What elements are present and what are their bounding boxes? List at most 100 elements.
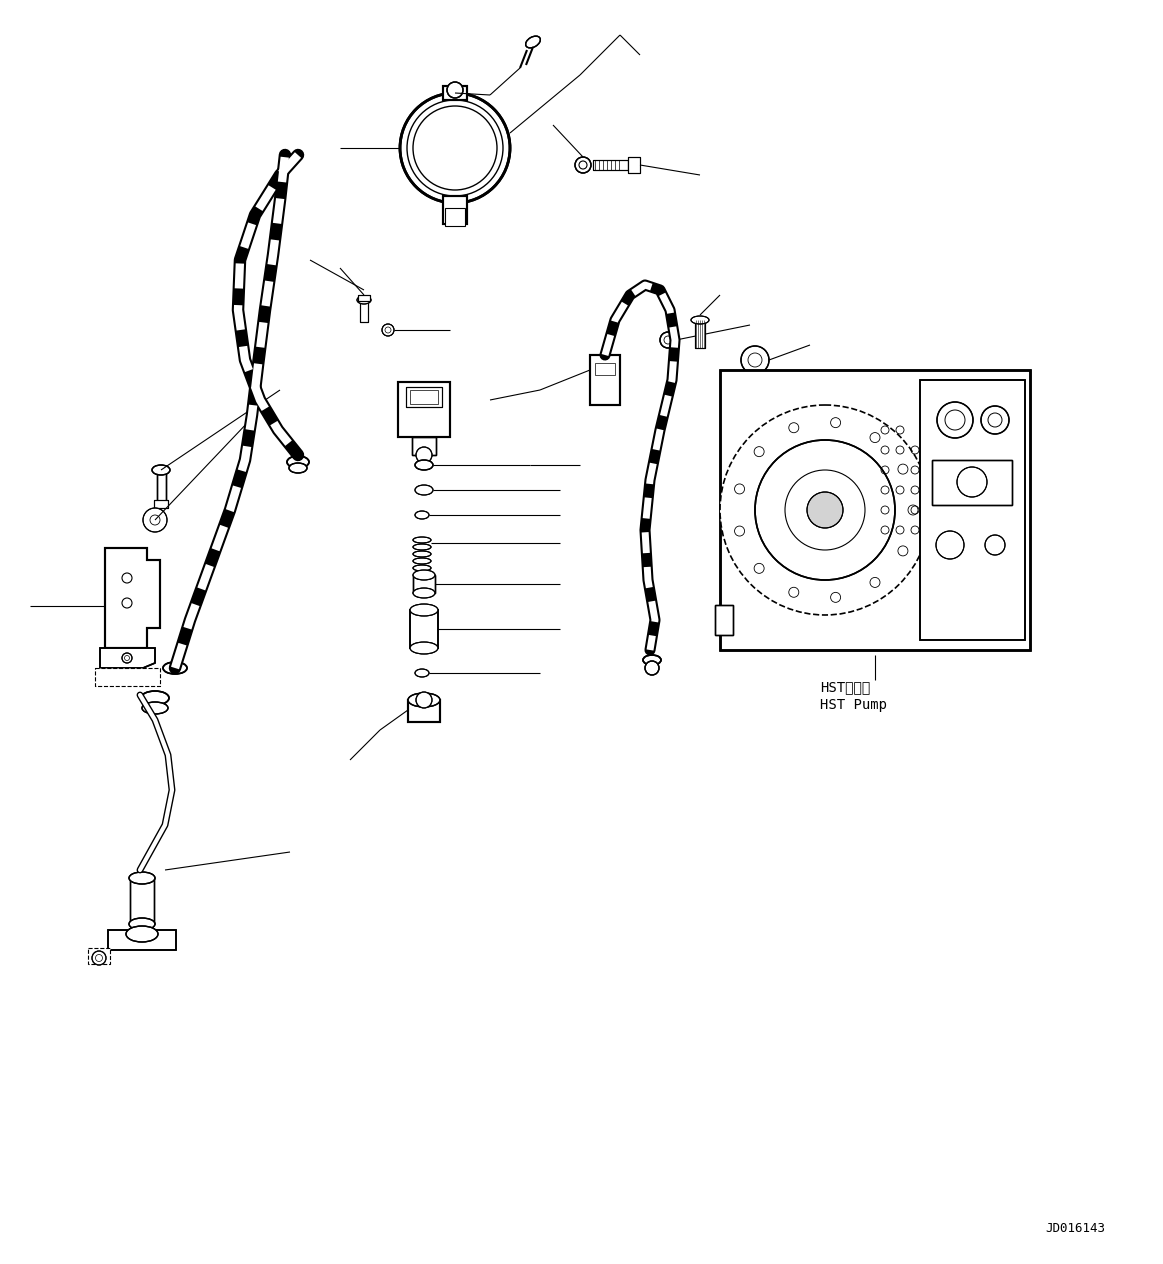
Circle shape [982,406,1009,434]
Circle shape [741,346,769,374]
Ellipse shape [142,702,167,714]
Bar [593,161,628,169]
Bar [932,460,1012,506]
Circle shape [830,593,841,603]
Circle shape [789,588,799,598]
Circle shape [754,446,764,456]
Bar [445,209,465,226]
Bar [361,300,368,322]
Circle shape [807,492,843,528]
Bar [358,295,370,301]
Text: JD016143: JD016143 [1046,1221,1105,1235]
Ellipse shape [413,570,435,580]
Bar [720,370,1030,650]
Text: HSTポンプ: HSTポンプ [820,680,870,694]
Bar [95,667,160,686]
Bar [154,501,167,508]
Bar [628,157,640,173]
Bar [593,161,628,169]
Circle shape [735,526,744,536]
Bar [443,196,468,224]
Bar [157,470,166,502]
Bar [628,157,640,173]
Ellipse shape [415,485,433,495]
Circle shape [755,440,896,580]
Ellipse shape [526,37,541,48]
Ellipse shape [288,463,307,473]
Bar [358,295,370,301]
Bar [361,300,368,322]
Bar [154,501,167,508]
Ellipse shape [287,456,309,468]
Ellipse shape [413,588,435,598]
Bar [595,363,615,375]
Circle shape [575,157,591,173]
Circle shape [92,951,106,964]
Ellipse shape [413,557,431,564]
Ellipse shape [413,544,431,550]
Bar [920,380,1025,640]
Circle shape [754,564,764,574]
Ellipse shape [129,872,155,884]
Bar [412,437,436,455]
Bar [413,575,435,593]
Circle shape [830,417,841,427]
Bar [715,605,733,635]
Bar [443,86,468,100]
Ellipse shape [411,604,438,616]
Bar [443,196,468,224]
Bar [411,611,438,648]
Circle shape [659,332,676,348]
Ellipse shape [152,465,170,475]
Bar [398,382,450,437]
Bar [695,320,705,348]
Bar [108,930,176,951]
Ellipse shape [126,927,158,942]
Ellipse shape [163,662,187,674]
Circle shape [937,402,973,439]
Ellipse shape [415,511,429,520]
Bar [406,387,442,407]
Bar [130,878,154,924]
Bar [413,575,435,593]
Ellipse shape [141,691,169,705]
Ellipse shape [643,655,661,665]
Ellipse shape [691,316,709,324]
Bar [408,700,440,722]
Bar [408,700,440,722]
Polygon shape [100,648,155,667]
Circle shape [957,466,987,497]
Circle shape [908,506,918,514]
Circle shape [870,432,880,442]
Ellipse shape [129,918,155,930]
Circle shape [789,422,799,432]
Text: HST Pump: HST Pump [820,698,887,712]
Bar [920,380,1025,640]
Ellipse shape [411,642,438,653]
Circle shape [898,546,908,556]
Circle shape [720,404,930,616]
Circle shape [936,531,964,559]
Bar [590,355,620,404]
Bar [720,370,1030,650]
Bar [157,470,166,502]
Bar [932,460,1012,506]
Bar [108,930,176,951]
Circle shape [985,535,1005,555]
Circle shape [381,324,394,336]
Bar [406,387,442,407]
Circle shape [735,484,744,494]
Circle shape [898,464,908,474]
Circle shape [400,94,511,204]
Circle shape [416,447,431,463]
Ellipse shape [408,693,440,707]
Bar [590,355,620,404]
Bar [695,320,705,348]
Ellipse shape [415,460,433,470]
Circle shape [870,578,880,588]
Bar [715,605,733,635]
Ellipse shape [415,669,429,678]
Ellipse shape [413,537,431,544]
Polygon shape [105,549,160,648]
Bar [88,948,110,964]
